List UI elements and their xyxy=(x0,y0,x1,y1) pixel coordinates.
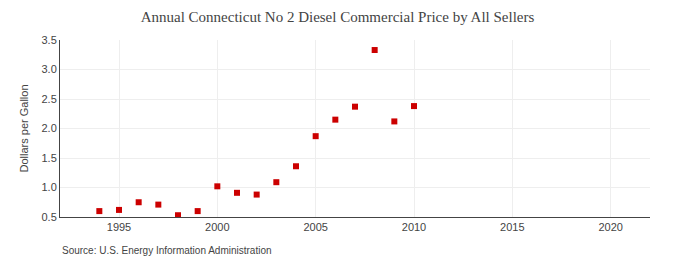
svg-text:Annual Connecticut No 2 Diesel: Annual Connecticut No 2 Diesel Commercia… xyxy=(141,9,535,25)
svg-text:1995: 1995 xyxy=(107,221,131,233)
svg-text:2005: 2005 xyxy=(303,221,327,233)
svg-text:2.0: 2.0 xyxy=(42,122,57,134)
svg-text:3.5: 3.5 xyxy=(42,34,57,46)
svg-text:2000: 2000 xyxy=(205,221,229,233)
svg-text:2.5: 2.5 xyxy=(42,93,57,105)
svg-text:2020: 2020 xyxy=(598,221,622,233)
svg-text:Source: U.S. Energy Informatio: Source: U.S. Energy Information Administ… xyxy=(62,245,272,256)
svg-text:3.0: 3.0 xyxy=(42,63,57,75)
svg-text:0.5: 0.5 xyxy=(42,211,57,223)
svg-text:1.5: 1.5 xyxy=(42,152,57,164)
svg-text:Dollars per Gallon: Dollars per Gallon xyxy=(18,84,30,172)
svg-text:2010: 2010 xyxy=(402,221,426,233)
svg-text:2015: 2015 xyxy=(500,221,524,233)
svg-text:1.0: 1.0 xyxy=(42,181,57,193)
